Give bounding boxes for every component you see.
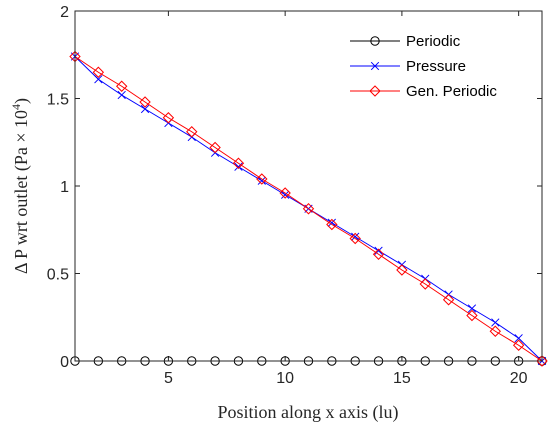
data-point [370, 36, 380, 46]
data-point [491, 318, 500, 327]
data-point [256, 173, 268, 185]
data-point [372, 248, 385, 260]
data-point [209, 141, 221, 154]
legend-entry: Periodic [350, 33, 461, 50]
data-point [279, 187, 291, 199]
legend-entry: Gen. Periodic [350, 83, 497, 100]
data-point [232, 157, 245, 169]
series-gen-periodic [69, 50, 548, 367]
data-point [94, 75, 103, 84]
data-point [186, 126, 198, 138]
data-point [396, 264, 408, 276]
y-axis-title-exponent: 4 [9, 104, 23, 110]
data-point [115, 80, 128, 92]
data-point [326, 218, 338, 231]
data-point [419, 278, 431, 290]
x-tick-label: 5 [164, 370, 173, 387]
data-point [370, 61, 380, 71]
data-point [369, 85, 381, 97]
data-point [512, 339, 525, 351]
data-point [327, 218, 337, 227]
y-axis-title-close: ) [11, 98, 32, 104]
data-point [117, 90, 126, 100]
data-point [536, 355, 548, 367]
data-point [302, 203, 315, 215]
x-tick-label: 20 [510, 370, 528, 387]
data-point [139, 96, 151, 108]
y-tick-label: 0 [60, 354, 69, 371]
data-point [234, 162, 243, 171]
legend-label: Periodic [406, 33, 461, 50]
data-point [351, 232, 360, 241]
y-tick-label: 2 [60, 4, 69, 21]
legend-label: Pressure [406, 58, 466, 75]
y-axis-title: Δ P wrt outlet (Pa × 104) [9, 98, 32, 274]
data-point [374, 246, 383, 255]
data-point [349, 232, 361, 245]
x-tick-label: 10 [276, 370, 294, 387]
data-point [280, 190, 290, 199]
data-point [467, 304, 477, 313]
y-axis-title-main: Δ P wrt outlet (Pa × 10 [11, 110, 32, 274]
data-point [466, 309, 478, 322]
y-tick-label: 1 [60, 179, 69, 196]
y-tick-label: 0.5 [47, 267, 69, 284]
series-line [74, 56, 543, 362]
legend: Periodic Pressure Gen. Periodic [334, 22, 534, 110]
data-point [442, 294, 455, 306]
legend-entry: Pressure [350, 58, 466, 75]
legend-label: Gen. Periodic [406, 83, 497, 100]
data-point [489, 325, 502, 337]
x-tick-label: 15 [393, 370, 411, 387]
data-point [257, 176, 266, 185]
y-tick-label: 1.5 [47, 92, 69, 109]
data-point [162, 112, 175, 124]
x-axis-ticks: 5 10 15 20 [164, 11, 528, 387]
data-point [92, 66, 105, 78]
data-point [514, 334, 523, 343]
plot-frame [74, 10, 543, 362]
series-layer [69, 50, 548, 367]
x-axis-title: Position along x axis (lu) [218, 402, 399, 423]
data-point [140, 104, 150, 114]
